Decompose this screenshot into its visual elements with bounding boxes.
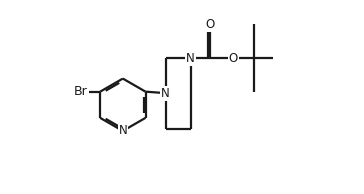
Text: O: O (229, 52, 238, 65)
Text: Br: Br (74, 85, 87, 98)
Text: N: N (118, 124, 127, 138)
Text: N: N (186, 52, 195, 65)
Text: O: O (206, 18, 215, 31)
Text: N: N (161, 87, 170, 100)
